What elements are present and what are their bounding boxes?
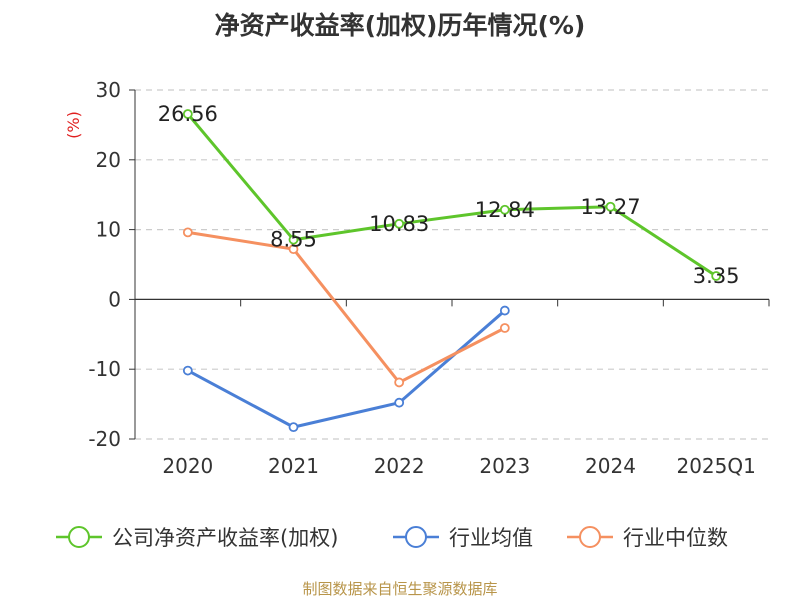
data-labels: 26.56 8.55 10.83 12.84 13.27 3.35 bbox=[158, 102, 740, 288]
data-point bbox=[394, 377, 405, 388]
x-tick-label: 2023 bbox=[479, 454, 530, 478]
y-tick-label: 0 bbox=[108, 287, 121, 311]
legend-marker-icon bbox=[405, 526, 427, 548]
x-tick-label: 2025Q1 bbox=[676, 454, 755, 478]
data-point bbox=[182, 109, 193, 119]
x-tick-label: 2021 bbox=[268, 454, 319, 478]
data-point bbox=[394, 218, 405, 229]
y-axis-unit-label: (%) bbox=[64, 111, 83, 139]
y-tick-label: -10 bbox=[88, 357, 121, 381]
source-note: 制图数据来自恒生聚源数据库 bbox=[302, 580, 497, 598]
data-point bbox=[499, 305, 510, 316]
data-label: 8.55 bbox=[270, 228, 317, 252]
legend-marker-icon bbox=[579, 526, 601, 548]
legend-label: 公司净资产收益率(加权) bbox=[112, 526, 338, 550]
data-label: 13.27 bbox=[580, 195, 640, 219]
y-tick-label: 10 bbox=[96, 218, 121, 242]
legend-marker-icon bbox=[68, 526, 90, 548]
y-tick-label: 30 bbox=[96, 78, 121, 102]
data-point bbox=[605, 201, 616, 212]
data-point bbox=[499, 204, 510, 215]
data-point bbox=[288, 422, 299, 433]
y-tick-label: 20 bbox=[96, 148, 121, 172]
grid-lines bbox=[135, 89, 769, 440]
data-label: 12.84 bbox=[475, 198, 535, 222]
data-label: 10.83 bbox=[369, 212, 429, 236]
x-tick-label: 2024 bbox=[585, 454, 636, 478]
axes: 30 20 10 0 -10 -20 2020 2021 2022 2023 2024 2025Q1 bbox=[88, 78, 770, 478]
legend: 公司净资产收益率(加权) 行业均值 行业中位数 bbox=[56, 526, 728, 550]
legend-label: 行业中位数 bbox=[623, 526, 728, 550]
data-point bbox=[288, 244, 299, 255]
chart-title: 净资产收益率(加权)历年情况(%) bbox=[215, 11, 586, 40]
data-point bbox=[711, 271, 722, 281]
data-point bbox=[499, 323, 510, 333]
y-tick-label: -20 bbox=[88, 427, 121, 451]
legend-label: 行业均值 bbox=[449, 526, 533, 550]
data-point bbox=[394, 397, 405, 408]
data-label: 26.56 bbox=[158, 102, 218, 126]
data-point bbox=[182, 227, 193, 238]
data-point bbox=[288, 234, 299, 245]
x-tick-label: 2020 bbox=[162, 454, 213, 478]
series-lines bbox=[182, 109, 722, 433]
series-line-0 bbox=[186, 113, 717, 278]
data-point bbox=[182, 365, 193, 376]
series-line-2 bbox=[187, 230, 506, 384]
data-label: 3.35 bbox=[693, 264, 740, 288]
x-tick-label: 2022 bbox=[374, 454, 425, 478]
